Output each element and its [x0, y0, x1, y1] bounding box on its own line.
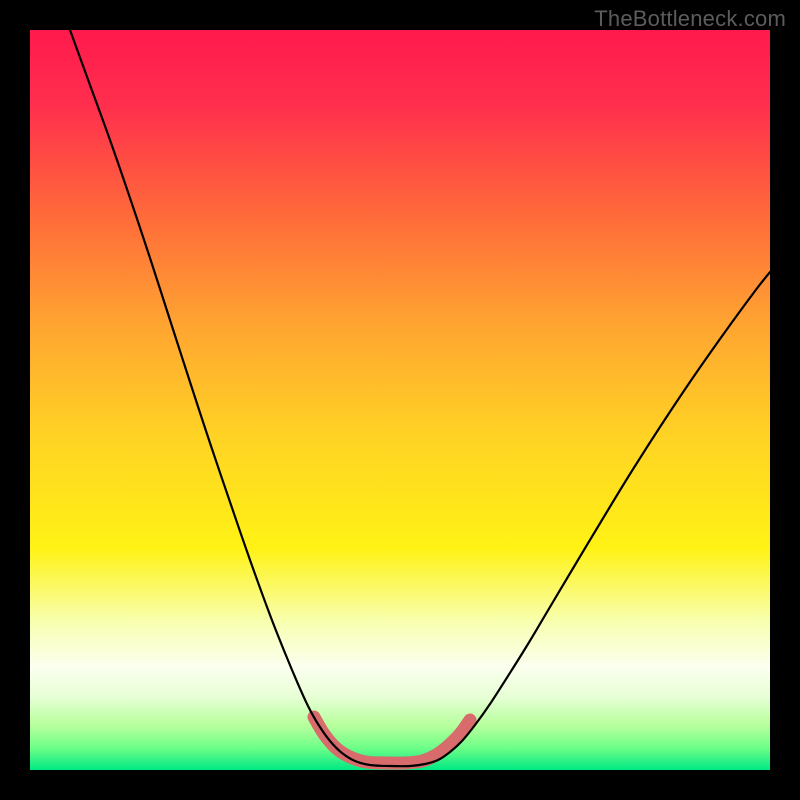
chart-svg	[30, 30, 770, 770]
outer-frame: TheBottleneck.com	[0, 0, 800, 800]
watermark-text: TheBottleneck.com	[594, 6, 786, 32]
chart-area	[30, 30, 770, 770]
chart-background	[30, 30, 770, 770]
